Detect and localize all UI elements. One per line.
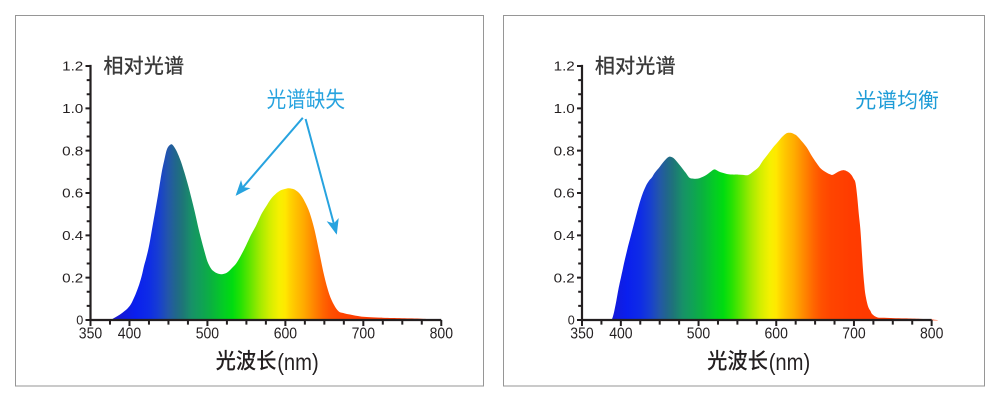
svg-text:700: 700 [842,326,865,343]
svg-text:0.4: 0.4 [62,229,83,243]
svg-text:0: 0 [76,314,83,328]
svg-text:700: 700 [352,326,375,343]
svg-text:0.6: 0.6 [554,187,575,201]
svg-text:350: 350 [570,326,593,343]
svg-text:500: 500 [196,326,219,343]
svg-text:1.2: 1.2 [554,60,575,74]
svg-text:400: 400 [118,326,141,343]
svg-text:1.0: 1.0 [62,102,83,116]
svg-text:600: 600 [765,326,788,343]
svg-text:0.8: 0.8 [62,144,83,158]
svg-text:800: 800 [920,326,943,343]
svg-text:600: 600 [274,326,297,343]
svg-text:0.2: 0.2 [62,271,83,285]
svg-text:0.8: 0.8 [554,144,575,158]
svg-text:(nm): (nm) [277,349,319,375]
svg-text:400: 400 [609,326,632,343]
svg-text:1.0: 1.0 [554,102,575,116]
svg-text:0.6: 0.6 [62,187,83,201]
svg-text:(nm): (nm) [769,349,811,375]
svg-text:350: 350 [79,326,102,343]
svg-text:0.4: 0.4 [554,229,575,243]
svg-text:0.2: 0.2 [554,271,575,285]
svg-text:1.2: 1.2 [62,60,83,74]
svg-text:0: 0 [568,314,575,328]
svg-text:800: 800 [430,326,453,343]
svg-text:500: 500 [687,326,710,343]
